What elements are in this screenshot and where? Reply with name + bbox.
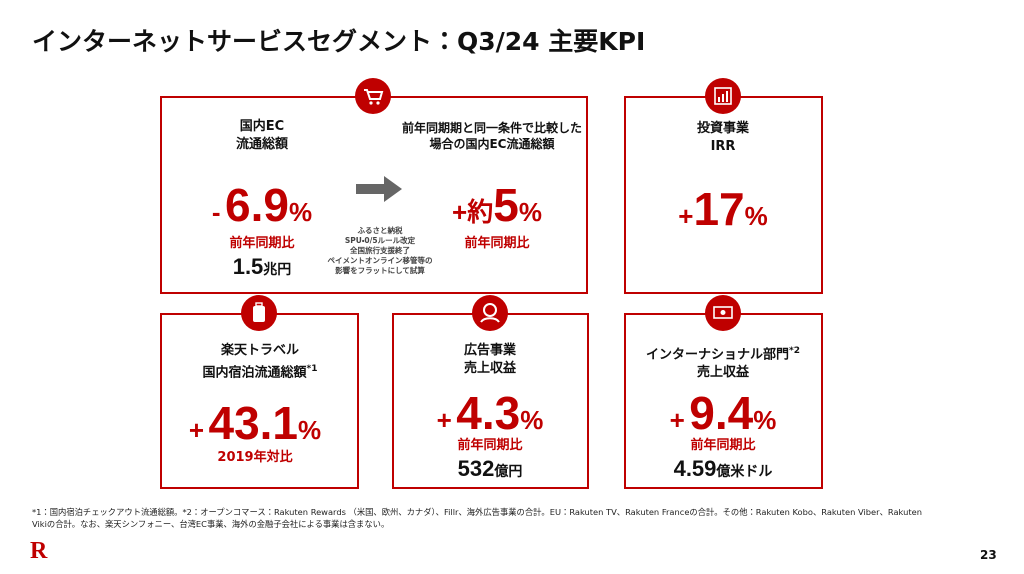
note: ふるさと納税 SPU・0/5ルール改定 全国旅行支援終了 ペイメントオンライン移… — [315, 226, 445, 276]
unit: % — [288, 197, 313, 227]
label-line: 売上収益 — [463, 361, 516, 376]
label-line: 楽天トラベル — [220, 343, 299, 358]
money-icon — [705, 295, 741, 331]
label-line: 国内EC — [239, 119, 285, 134]
sign: - — [211, 197, 221, 227]
basis: 前年同期比 — [690, 438, 756, 453]
label-line: 場合の国内EC流通総額 — [429, 137, 555, 151]
footnote-ref: *2 — [789, 346, 800, 356]
value: 43.1 — [208, 397, 299, 449]
label: 広告事業 売上収益 — [430, 342, 550, 378]
note-line: 影響をフラットにして試算 — [335, 266, 425, 275]
label-line: 国内宿泊流通総額 — [202, 365, 307, 381]
label: 楽天トラベル国内宿泊流通総額*1 — [170, 342, 350, 382]
label-line: IRR — [710, 139, 736, 154]
value: 4.3 — [456, 387, 521, 439]
footnote-line: *1：国内宿泊チェックアウト流通総額。*2：オープンコマース：Rakuten R… — [32, 507, 922, 517]
label-line: インターナショナル部門 — [646, 347, 790, 363]
ad-icon — [472, 295, 508, 331]
label-line: 投資事業 — [696, 121, 749, 136]
footnote-ref: *1 — [306, 364, 318, 374]
amount-unit: 億円 — [494, 464, 523, 480]
sign: + — [669, 405, 685, 435]
sign: + — [188, 415, 205, 445]
kpi: + 4.3% — [410, 386, 570, 440]
amount-value: 4.59 — [673, 456, 717, 481]
value: 5 — [493, 179, 519, 231]
label: 投資事業 IRR — [663, 120, 783, 156]
basis: 前年同期比 — [457, 438, 523, 453]
basis: 前年同期比 — [464, 236, 530, 251]
basis: 2019年対比 — [217, 450, 293, 465]
kpi: - 6.9% — [182, 178, 342, 232]
amount-unit: 億米ドル — [716, 464, 773, 480]
note-line: 全国旅行支援終了 — [350, 246, 410, 255]
kpi: + 9.4% — [643, 386, 803, 440]
kpi: +17% — [653, 182, 793, 236]
cart-icon — [355, 78, 391, 114]
label: インターナショナル部門*2 売上収益 — [628, 342, 818, 382]
amount-unit: 兆円 — [263, 262, 292, 278]
sign: + — [678, 201, 694, 231]
note-line: ペイメントオンライン移管等の — [327, 256, 433, 265]
unit: % — [520, 405, 544, 435]
page-number: 23 — [980, 548, 997, 562]
chart-icon — [705, 78, 741, 114]
basis: 前年同期比 — [229, 236, 295, 251]
amount: 4.59億米ドル — [643, 456, 803, 482]
value: 17 — [693, 183, 745, 235]
title: インターネットサービスセグメント：Q3/24 主要KPI — [32, 27, 646, 56]
footnote: *1：国内宿泊チェックアウト流通総額。*2：オープンコマース：Rakuten R… — [32, 506, 922, 530]
sign: + — [436, 405, 452, 435]
label-line: 流通総額 — [235, 137, 288, 152]
value: 9.4 — [689, 387, 754, 439]
footnote-line: Vikiの合計。なお、楽天シンフォニー、台湾EC事業、海外の金融子会社による事業… — [32, 519, 390, 529]
amount-value: 532 — [457, 456, 495, 481]
label: 国内EC 流通総額 — [202, 118, 322, 154]
unit: % — [744, 201, 768, 231]
sign: + — [452, 197, 468, 227]
arrow — [356, 176, 402, 202]
suitcase-icon — [241, 295, 277, 331]
kpi: +約5% — [427, 178, 567, 232]
note-line: ふるさと納税 — [357, 226, 403, 235]
kpi: + 43.1% — [170, 396, 340, 450]
label-line: 売上収益 — [696, 365, 749, 381]
unit: % — [298, 415, 322, 445]
unit: % — [518, 197, 542, 227]
note-line: SPU・0/5ルール改定 — [344, 236, 416, 245]
label-line: 前年同期期と同一条件で比較した — [401, 121, 582, 135]
label: 前年同期期と同一条件で比較した 場合の国内EC流通総額 — [392, 120, 592, 152]
prefix: 約 — [467, 197, 494, 227]
value: 6.9 — [225, 179, 289, 231]
amount-value: 1.5 — [232, 254, 264, 279]
amount: 532億円 — [430, 456, 550, 482]
label-line: 広告事業 — [463, 343, 516, 358]
logo: R — [30, 538, 48, 564]
amount: 1.5兆円 — [202, 254, 322, 280]
unit: % — [753, 405, 777, 435]
